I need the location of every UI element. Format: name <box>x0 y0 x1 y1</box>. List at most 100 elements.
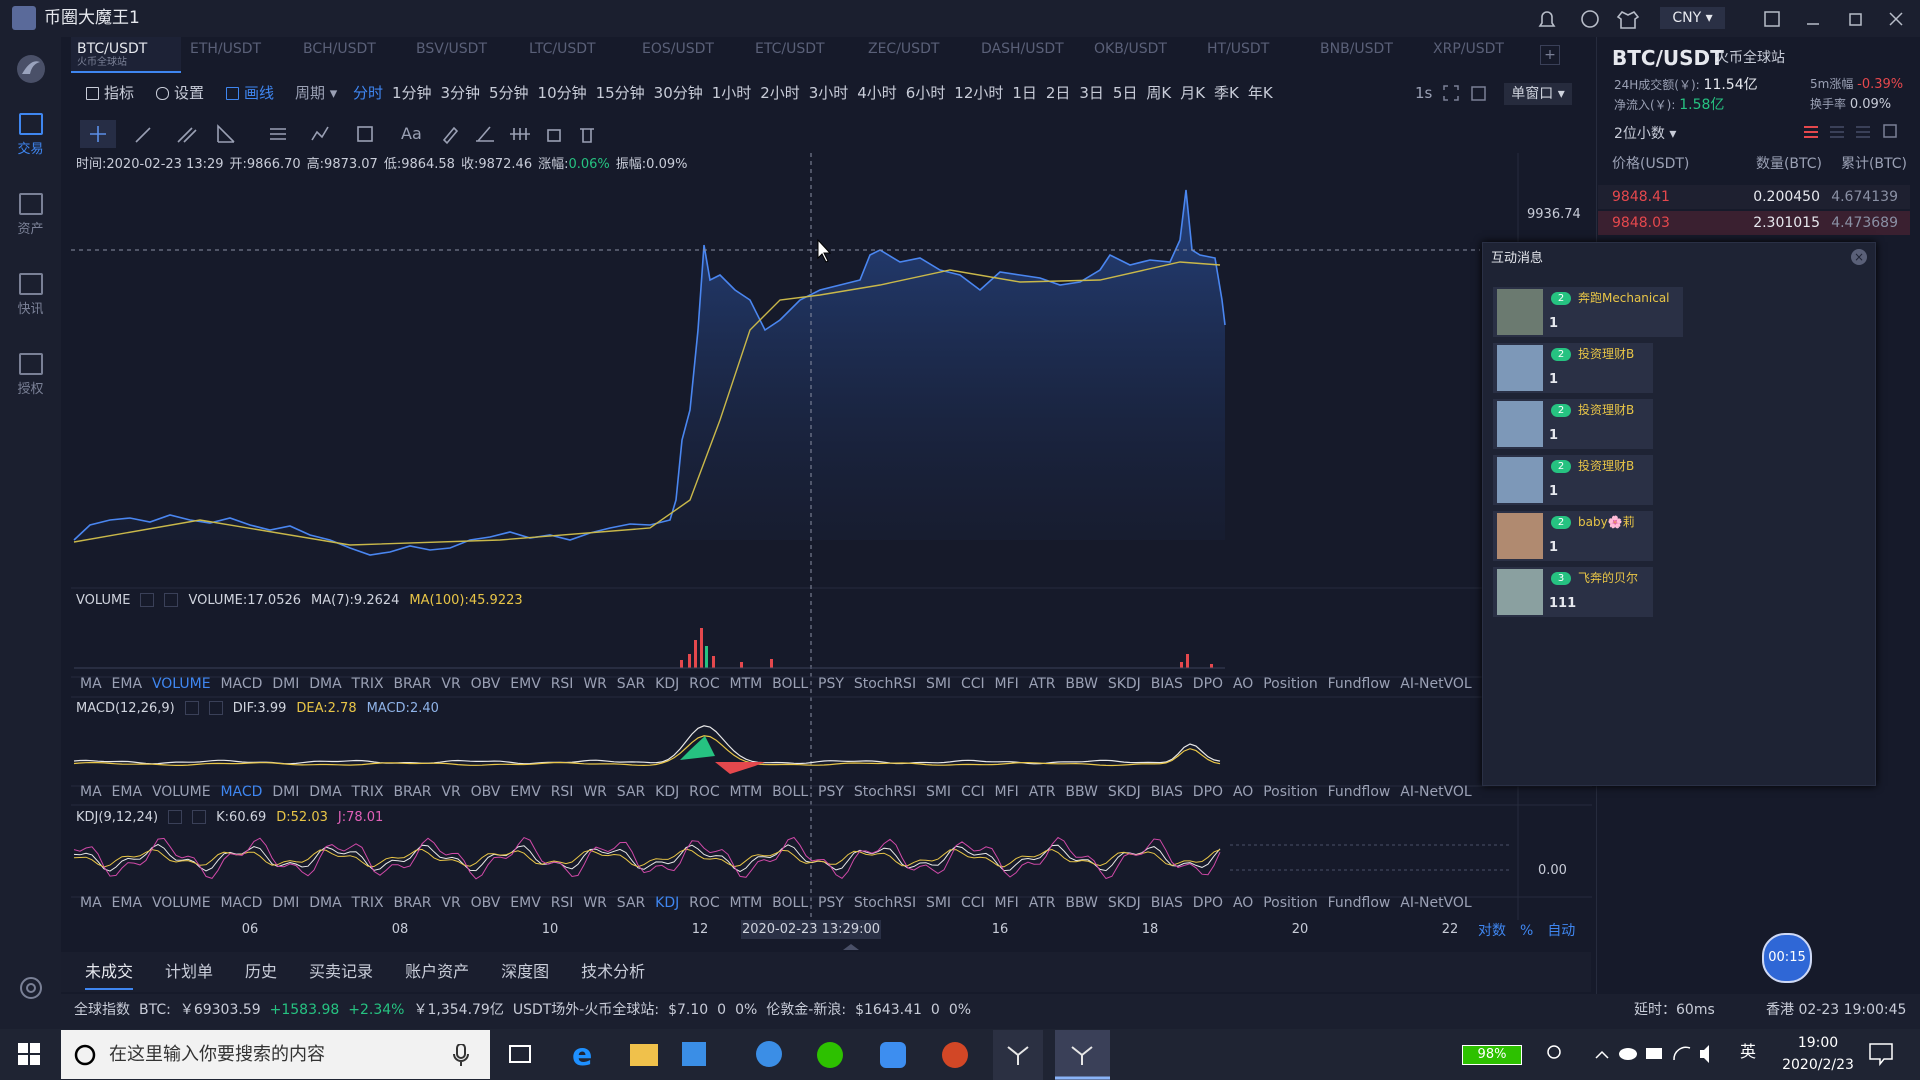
indicator[interactable]: DMA <box>309 676 342 692</box>
indicator[interactable]: MA <box>80 895 102 911</box>
delete-tool[interactable] <box>580 128 594 143</box>
period[interactable]: 2小时 <box>760 84 800 102</box>
indicator[interactable]: Fundflow <box>1327 784 1391 800</box>
indicator[interactable]: TRIX <box>351 676 384 692</box>
panel-settings[interactable] <box>140 593 155 607</box>
bottom-tab[interactable]: 账户资产 <box>405 962 470 981</box>
indicator[interactable]: CCI <box>960 784 985 800</box>
message[interactable]: 2 投资理财B 1 <box>1493 399 1653 449</box>
chat-icon[interactable] <box>1581 10 1599 28</box>
indicator[interactable]: MA <box>80 676 102 692</box>
start-button[interactable] <box>18 1043 40 1065</box>
panel-close[interactable] <box>208 701 223 715</box>
onedrive-icon[interactable] <box>1619 1048 1637 1060</box>
indicator[interactable]: SMI <box>925 895 952 911</box>
indicator[interactable]: BRAR <box>393 784 432 800</box>
fib-tool[interactable] <box>270 128 286 140</box>
indicator[interactable]: ATR <box>1028 784 1056 800</box>
period[interactable]: 分时 <box>353 84 384 102</box>
pair-tab[interactable]: BTC/USDT 火币全球站 <box>71 37 181 73</box>
bottom-tab[interactable]: 计划单 <box>165 962 214 981</box>
both-view[interactable] <box>1804 126 1818 138</box>
period[interactable]: 15分钟 <box>595 84 645 102</box>
indicator[interactable]: WR <box>583 784 607 800</box>
indicator[interactable]: StochRSI <box>853 895 917 911</box>
period[interactable]: 10分钟 <box>537 84 587 102</box>
orderbook-row[interactable]: 9848.41 0.200450 4.674139 <box>1598 185 1910 209</box>
people-icon[interactable] <box>1547 1045 1561 1059</box>
bottom-tab[interactable]: 买卖记录 <box>309 962 374 981</box>
indicator[interactable]: CCI <box>960 676 985 692</box>
indicator[interactable]: CCI <box>960 895 985 911</box>
indicator[interactable]: VR <box>441 784 461 800</box>
indicator[interactable]: KDJ <box>655 784 680 800</box>
panel-close[interactable] <box>164 593 179 607</box>
pair-tab[interactable]: XRP/USDT <box>1427 37 1537 71</box>
notification-icon[interactable] <box>1868 1042 1894 1066</box>
pin-button[interactable] <box>1764 11 1780 27</box>
explorer-icon[interactable] <box>630 1044 658 1066</box>
sidebar-item[interactable]: 授权 <box>0 345 61 405</box>
tool-button[interactable]: 指标 <box>86 86 134 101</box>
popout[interactable] <box>1883 124 1897 138</box>
indicator[interactable]: OBV <box>470 784 501 800</box>
bell-icon[interactable] <box>1538 11 1556 27</box>
indicator[interactable]: BBW <box>1065 895 1098 911</box>
indicator[interactable]: DMI <box>272 784 300 800</box>
indicator[interactable]: StochRSI <box>853 784 917 800</box>
pair-tab[interactable]: BCH/USDT <box>297 37 407 71</box>
indicator[interactable]: DMI <box>272 676 300 692</box>
message[interactable]: 2 投资理财B 1 <box>1493 455 1653 505</box>
indicator[interactable]: MTM <box>729 895 763 911</box>
indicator[interactable]: AO <box>1232 676 1254 692</box>
crosshair-tool[interactable] <box>90 126 106 142</box>
channel-tool[interactable] <box>177 127 197 143</box>
indicator[interactable]: EMA <box>111 676 143 692</box>
orderbook-row[interactable]: 9848.03 2.301015 4.473689 <box>1598 211 1910 235</box>
indicator[interactable]: Fundflow <box>1327 676 1391 692</box>
period[interactable]: 季K <box>1214 84 1239 102</box>
indicator[interactable]: VR <box>441 676 461 692</box>
axis-option[interactable]: 自动 <box>1547 923 1576 939</box>
indicator[interactable]: ROC <box>689 676 720 692</box>
indicator[interactable]: SMI <box>925 784 952 800</box>
bottom-tab[interactable]: 技术分析 <box>581 962 646 981</box>
axis-option[interactable]: 对数 <box>1478 923 1506 939</box>
panel-settings[interactable] <box>184 701 199 715</box>
settings-icon[interactable] <box>17 974 45 1002</box>
indicator[interactable]: DPO <box>1192 676 1224 692</box>
indicator[interactable]: SAR <box>616 676 646 692</box>
message[interactable]: 2 baby🌸莉 1 <box>1493 511 1653 561</box>
indicator[interactable]: EMV <box>510 676 541 692</box>
box-tool[interactable] <box>357 126 373 142</box>
pair-tab[interactable]: HT/USDT <box>1201 37 1311 71</box>
measure-tool[interactable] <box>510 128 530 140</box>
edge-icon[interactable]: e <box>572 1038 592 1073</box>
period[interactable]: 3日 <box>1079 84 1104 102</box>
ime[interactable]: 英 <box>1740 1042 1757 1061</box>
period[interactable]: 30分钟 <box>653 84 703 102</box>
indicator[interactable]: AI-NetVOL <box>1400 676 1472 692</box>
browser-icon[interactable] <box>880 1042 906 1068</box>
indicator[interactable]: Position <box>1263 895 1318 911</box>
indicator[interactable]: RSI <box>550 784 574 800</box>
period[interactable]: 2日 <box>1045 84 1071 102</box>
indicator[interactable]: TRIX <box>351 784 384 800</box>
indicator[interactable]: MTM <box>729 676 763 692</box>
pair-tab[interactable]: DASH/USDT <box>975 37 1085 71</box>
indicator[interactable]: DPO <box>1192 895 1224 911</box>
indicator[interactable]: MFI <box>994 676 1019 692</box>
indicator[interactable]: ROC <box>689 784 720 800</box>
indicator[interactable]: SKDJ <box>1107 895 1141 911</box>
period[interactable]: 1日 <box>1012 84 1037 102</box>
sell-view[interactable] <box>1856 126 1870 138</box>
pen-tool[interactable] <box>442 126 459 145</box>
device-icon[interactable] <box>1646 1048 1662 1059</box>
period[interactable]: 3小时 <box>808 84 849 102</box>
tool-button[interactable]: 设置 <box>156 86 204 101</box>
lock-tool[interactable] <box>547 129 561 142</box>
indicator[interactable]: OBV <box>470 676 501 692</box>
indicator[interactable]: RSI <box>550 895 574 911</box>
pair-tab[interactable]: LTC/USDT <box>523 37 633 71</box>
message[interactable]: 3 飞奔的贝尔 111 <box>1493 567 1653 617</box>
